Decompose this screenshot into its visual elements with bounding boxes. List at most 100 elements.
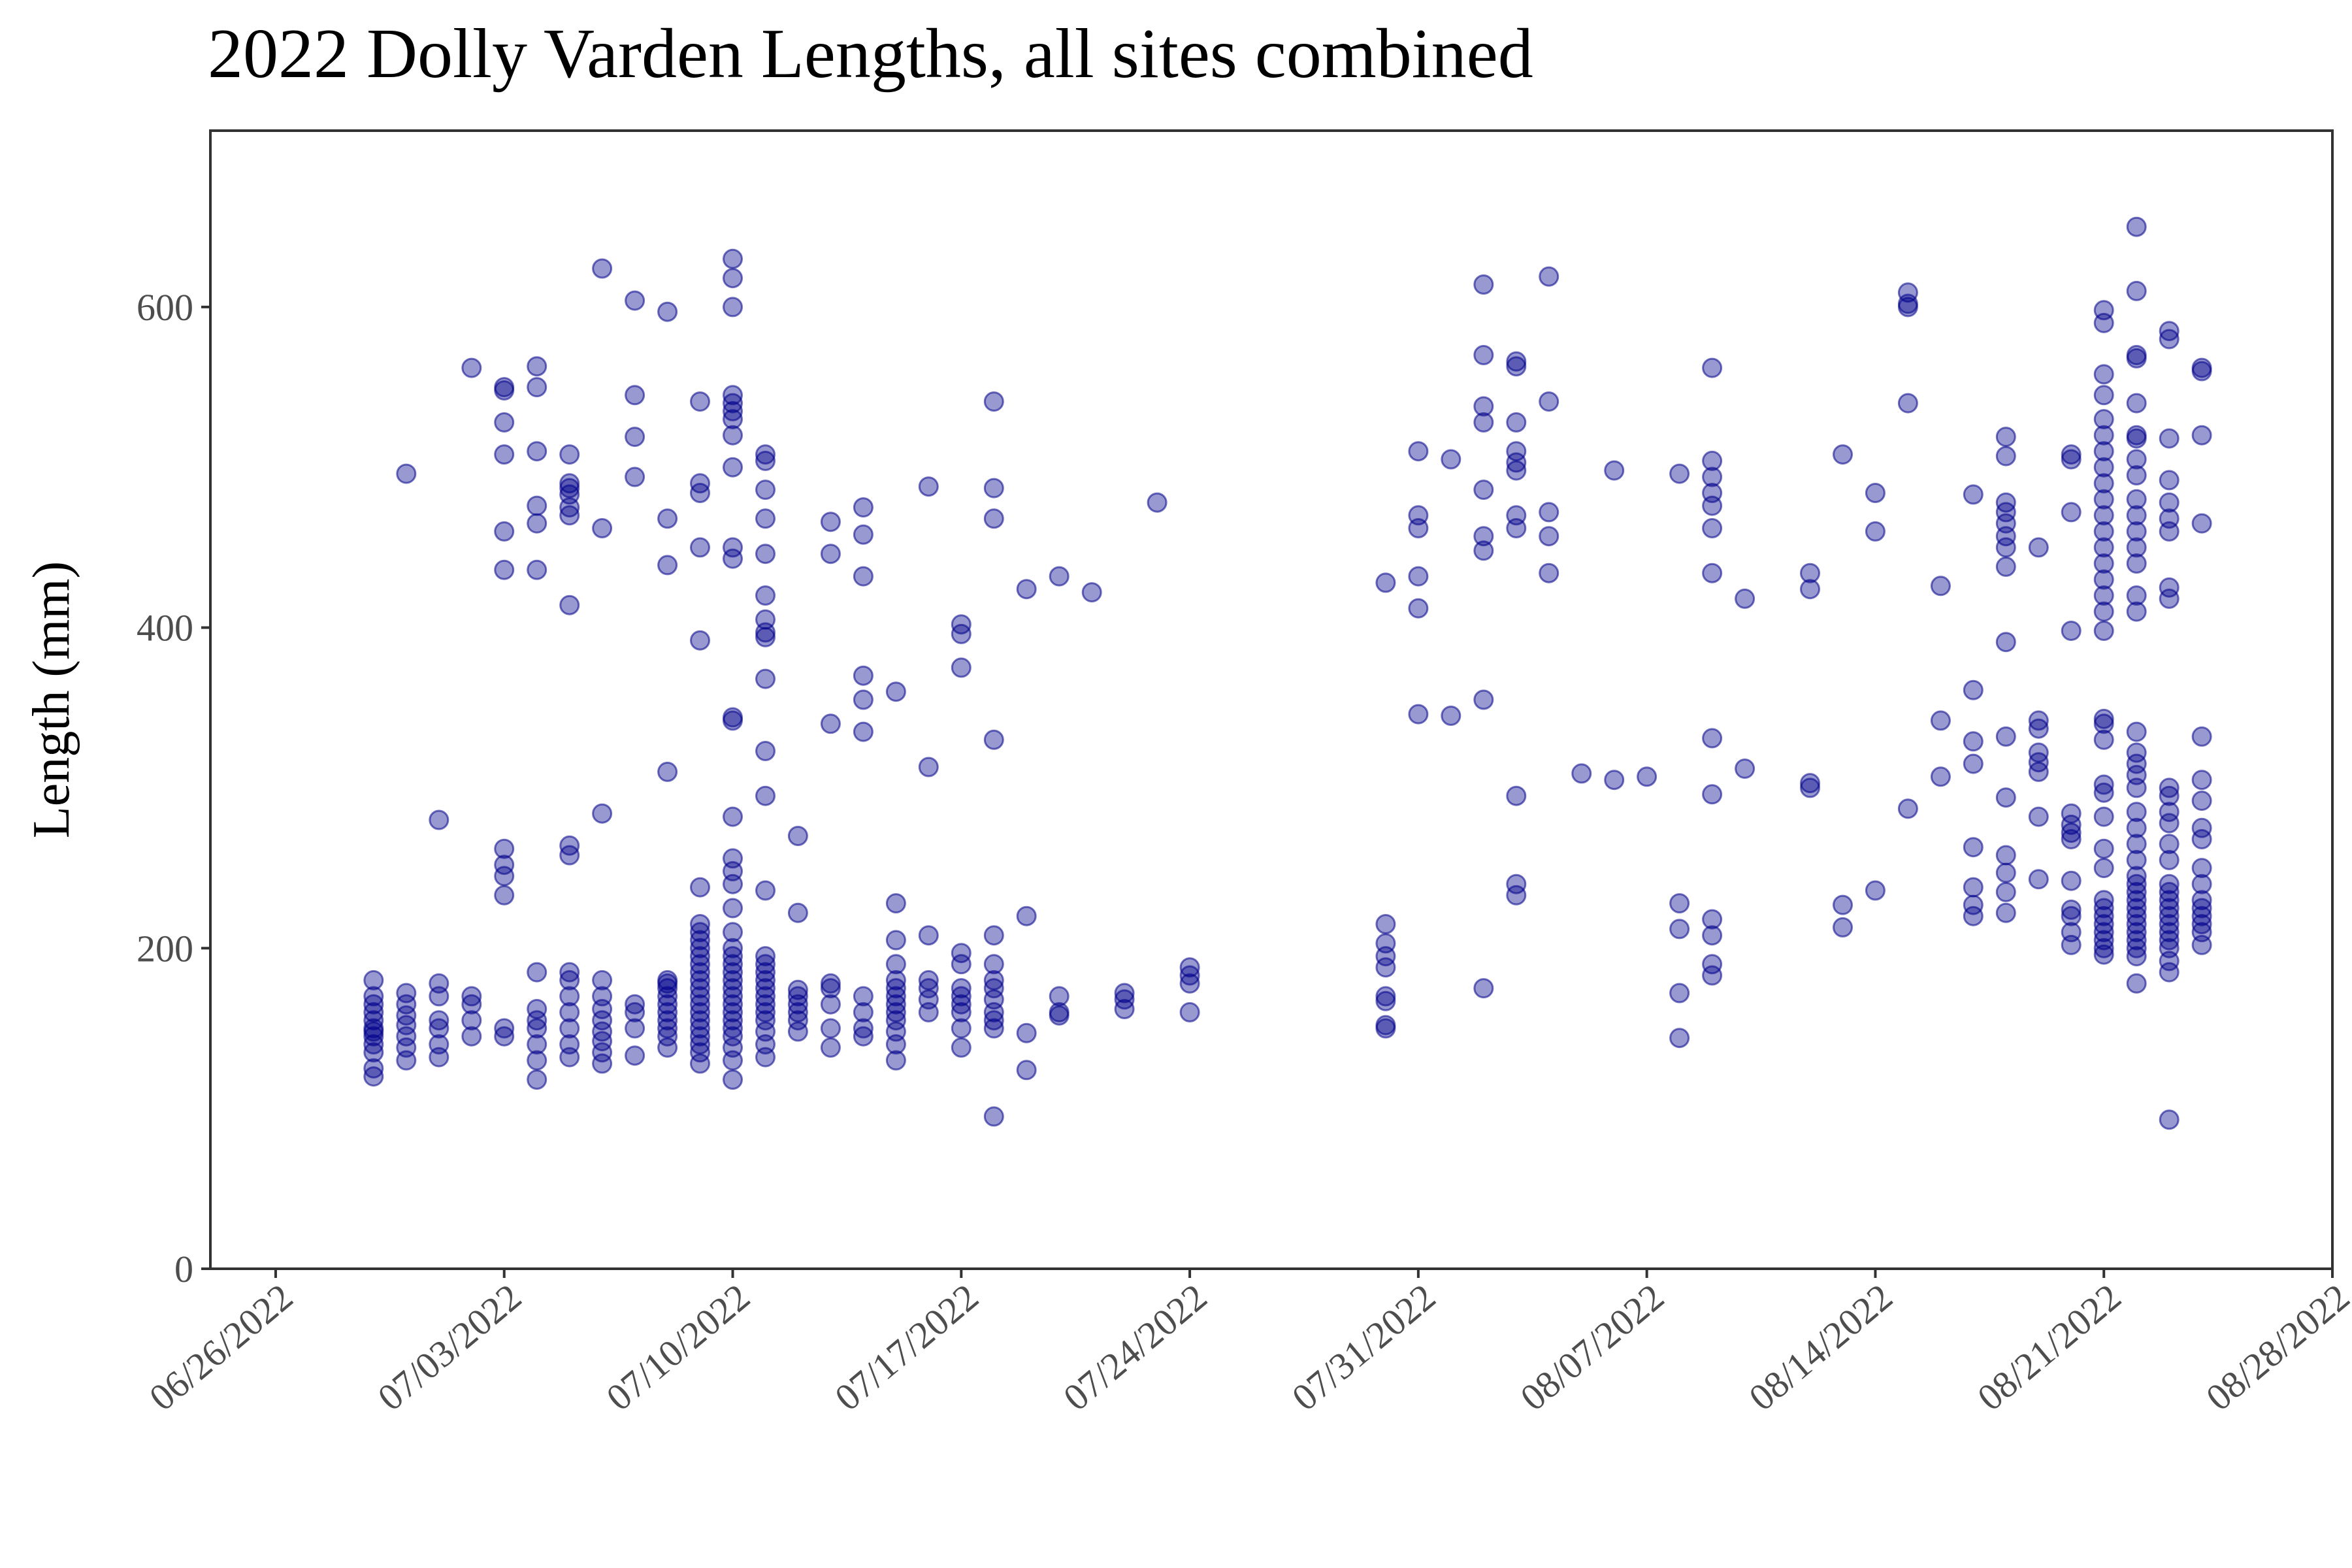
data-point bbox=[755, 986, 776, 1007]
data-point bbox=[1930, 710, 1951, 731]
x-axis: 06/26/2022 07/03/2022 07/10/2022 07/17/2022… bbox=[141, 1269, 2352, 1419]
data-point bbox=[983, 508, 1004, 529]
data-point bbox=[820, 1018, 841, 1039]
data-point bbox=[1735, 588, 1756, 609]
data-point bbox=[1702, 784, 1723, 805]
data-point bbox=[2191, 874, 2212, 894]
y-axis-label: Length (mm) bbox=[23, 561, 80, 838]
data-point bbox=[787, 826, 808, 846]
data-point bbox=[1179, 965, 1200, 986]
data-point bbox=[657, 761, 678, 782]
data-point bbox=[1930, 576, 1951, 596]
data-point bbox=[723, 537, 743, 558]
data-point bbox=[951, 614, 972, 635]
data-point bbox=[723, 268, 743, 289]
data-point bbox=[396, 1005, 417, 1026]
data-point bbox=[2093, 890, 2114, 911]
data-point bbox=[1833, 444, 1853, 465]
data-point bbox=[461, 357, 482, 378]
data-point bbox=[983, 954, 1004, 975]
data-point bbox=[1669, 1028, 1690, 1049]
data-point bbox=[2061, 803, 2082, 824]
data-point bbox=[723, 457, 743, 478]
data-point bbox=[1539, 526, 1560, 547]
data-point bbox=[787, 986, 808, 1007]
data-point bbox=[2126, 489, 2147, 510]
data-point bbox=[2159, 329, 2180, 350]
data-point bbox=[755, 880, 776, 901]
data-point bbox=[918, 476, 939, 497]
data-point bbox=[527, 356, 547, 377]
data-point bbox=[2061, 870, 2082, 891]
data-point bbox=[1506, 356, 1527, 377]
data-point bbox=[2093, 441, 2114, 462]
data-point bbox=[2093, 922, 2114, 943]
data-point bbox=[1897, 798, 1918, 819]
data-point bbox=[853, 986, 874, 1007]
data-point bbox=[2093, 364, 2114, 385]
data-point bbox=[1995, 427, 2016, 448]
data-point bbox=[1963, 906, 1984, 926]
data-point bbox=[690, 1018, 710, 1039]
data-point bbox=[2093, 906, 2114, 926]
data-point bbox=[2093, 505, 2114, 526]
data-point bbox=[690, 877, 710, 898]
data-point bbox=[2126, 890, 2147, 911]
data-point bbox=[2126, 849, 2147, 870]
data-point bbox=[396, 983, 417, 1004]
data-point bbox=[951, 1018, 972, 1039]
data-point bbox=[2093, 806, 2114, 827]
data-point bbox=[1930, 766, 1951, 787]
data-point bbox=[657, 978, 678, 999]
data-point bbox=[1702, 450, 1723, 471]
data-point bbox=[559, 484, 580, 505]
data-point bbox=[983, 970, 1004, 990]
data-point bbox=[2093, 713, 2114, 734]
data-point bbox=[1179, 973, 1200, 994]
x-tick-label: 06/26/2022 bbox=[141, 1275, 301, 1419]
data-point bbox=[1995, 881, 2016, 902]
data-point bbox=[951, 657, 972, 678]
data-point bbox=[2159, 470, 2180, 491]
data-point bbox=[657, 1018, 678, 1039]
data-point bbox=[2126, 537, 2147, 558]
data-point bbox=[690, 630, 710, 651]
data-point bbox=[2159, 785, 2180, 806]
data-point bbox=[2159, 321, 2180, 342]
data-point bbox=[2028, 710, 2049, 731]
data-point bbox=[1963, 877, 1984, 898]
data-point bbox=[2126, 898, 2147, 919]
data-point bbox=[755, 741, 776, 761]
data-point bbox=[559, 1034, 580, 1054]
data-point bbox=[1408, 598, 1429, 619]
data-point bbox=[657, 970, 678, 990]
data-point bbox=[2126, 601, 2147, 622]
data-point bbox=[1897, 282, 1918, 303]
data-point bbox=[2126, 922, 2147, 943]
data-point bbox=[1539, 266, 1560, 287]
y-tick-label: 200 bbox=[137, 927, 193, 970]
data-point bbox=[2126, 881, 2147, 902]
data-point bbox=[494, 412, 515, 433]
data-point bbox=[787, 1002, 808, 1022]
data-point bbox=[527, 513, 547, 534]
data-point bbox=[527, 962, 547, 983]
data-point bbox=[1995, 537, 2016, 558]
y-tick-label: 0 bbox=[174, 1248, 193, 1290]
y-axis: 0 200 400 600 bbox=[137, 286, 210, 1290]
data-point bbox=[363, 1018, 384, 1039]
data-point bbox=[1539, 391, 1560, 412]
data-point bbox=[559, 473, 580, 494]
data-point bbox=[690, 938, 710, 958]
data-point bbox=[755, 954, 776, 975]
data-point bbox=[559, 1002, 580, 1022]
data-point bbox=[723, 548, 743, 569]
data-point bbox=[2093, 553, 2114, 574]
data-point bbox=[363, 1058, 384, 1079]
data-point bbox=[461, 986, 482, 1007]
data-point bbox=[723, 1010, 743, 1031]
data-point bbox=[885, 1010, 906, 1031]
data-point bbox=[2126, 866, 2147, 887]
data-point bbox=[1441, 706, 1462, 726]
data-point bbox=[494, 521, 515, 542]
